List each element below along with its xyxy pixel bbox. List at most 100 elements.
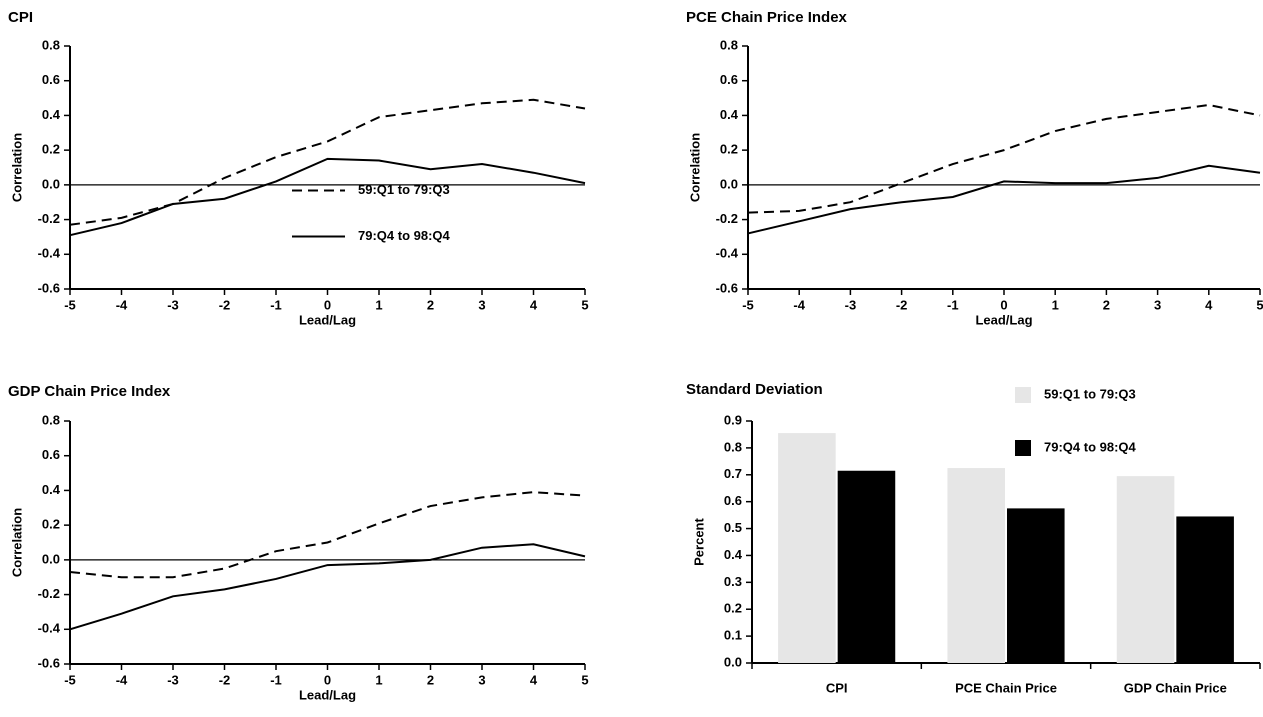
x-tick-label: 3 xyxy=(1154,297,1161,312)
x-tick-label: 5 xyxy=(581,672,588,687)
series-line xyxy=(69,157,586,237)
x-tick-label: PCE Chain Price xyxy=(955,680,1057,695)
x-tick-label: -5 xyxy=(64,297,76,312)
x-tick-label: -4 xyxy=(116,672,128,687)
y-tick-label: 0.6 xyxy=(724,493,742,508)
series-line xyxy=(69,491,586,579)
y-tick-label: 0.8 xyxy=(720,37,738,52)
x-tick-label: -5 xyxy=(742,297,754,312)
x-tick-label: -1 xyxy=(270,297,282,312)
x-tick-label: 0 xyxy=(324,672,331,687)
y-tick-label: 0.0 xyxy=(42,176,60,191)
legend-label: 79:Q4 to 98:Q4 xyxy=(358,228,451,243)
chart-title: PCE Chain Price Index xyxy=(686,9,848,26)
y-tick-label: 0.2 xyxy=(42,142,60,157)
series-line xyxy=(69,98,586,226)
legend-swatch xyxy=(1015,387,1031,403)
y-tick-label: 0.8 xyxy=(42,412,60,427)
x-tick-label: 1 xyxy=(375,672,382,687)
x-axis-label: Lead/Lag xyxy=(299,687,356,702)
y-tick-label: 0.4 xyxy=(724,547,743,562)
x-tick-label: -2 xyxy=(219,672,231,687)
x-tick-label: 5 xyxy=(1256,297,1263,312)
x-tick-label: 2 xyxy=(427,672,434,687)
y-tick-label: 0.2 xyxy=(720,142,738,157)
series-line xyxy=(747,104,1261,214)
y-tick-label: -0.6 xyxy=(38,655,60,670)
legend-label: 59:Q1 to 79:Q3 xyxy=(358,182,450,197)
x-tick-label: -3 xyxy=(167,672,179,687)
y-tick-label: 0.3 xyxy=(724,574,742,589)
x-tick-label: -3 xyxy=(845,297,857,312)
y-tick-label: 0.7 xyxy=(724,466,742,481)
y-tick-label: 0.2 xyxy=(42,517,60,532)
series-line xyxy=(69,543,586,631)
x-tick-label: 4 xyxy=(1205,297,1213,312)
legend-label: 59:Q1 to 79:Q3 xyxy=(1044,386,1136,401)
bar xyxy=(837,470,896,663)
x-tick-label: 3 xyxy=(478,297,485,312)
x-tick-label: -5 xyxy=(64,672,76,687)
y-tick-label: 0.8 xyxy=(724,439,742,454)
x-tick-label: -4 xyxy=(793,297,805,312)
bar xyxy=(1116,476,1175,663)
y-tick-label: -0.4 xyxy=(38,621,61,636)
y-tick-label: -0.2 xyxy=(38,586,60,601)
x-tick-label: 5 xyxy=(581,297,588,312)
y-tick-label: 0.6 xyxy=(42,447,60,462)
y-tick-label: -0.6 xyxy=(38,280,60,295)
x-tick-label: 2 xyxy=(1103,297,1110,312)
legend-label: 79:Q4 to 98:Q4 xyxy=(1044,439,1137,454)
x-tick-label: -4 xyxy=(116,297,128,312)
y-tick-label: 0.0 xyxy=(720,176,738,191)
x-tick-label: -3 xyxy=(167,297,179,312)
y-tick-label: -0.4 xyxy=(38,246,61,261)
chart-title: Standard Deviation xyxy=(686,381,823,398)
y-tick-label: 0.6 xyxy=(720,72,738,87)
x-tick-label: GDP Chain Price xyxy=(1124,680,1227,695)
y-axis-label: Percent xyxy=(691,517,706,565)
bar xyxy=(1176,516,1234,663)
x-tick-label: 0 xyxy=(1000,297,1007,312)
y-tick-label: 0.4 xyxy=(720,107,739,122)
y-tick-label: 0.2 xyxy=(724,601,742,616)
x-tick-label: -2 xyxy=(896,297,908,312)
x-tick-label: -2 xyxy=(219,297,231,312)
x-tick-label: 1 xyxy=(375,297,382,312)
x-tick-label: -1 xyxy=(270,672,282,687)
chart-title: GDP Chain Price Index xyxy=(8,383,171,400)
x-tick-label: -1 xyxy=(947,297,959,312)
series-line xyxy=(747,164,1261,235)
y-axis-label: Correlation xyxy=(9,508,24,577)
y-tick-label: -0.6 xyxy=(716,280,738,295)
y-tick-label: -0.4 xyxy=(716,246,739,261)
chart-title: CPI xyxy=(8,9,33,26)
y-tick-label: 0.4 xyxy=(42,482,61,497)
y-tick-label: 0.9 xyxy=(724,412,742,427)
bar xyxy=(778,433,836,663)
x-tick-label: 1 xyxy=(1052,297,1059,312)
x-tick-label: 3 xyxy=(478,672,485,687)
x-tick-label: 0 xyxy=(324,297,331,312)
x-axis-label: Lead/Lag xyxy=(299,312,356,327)
x-axis-label: Lead/Lag xyxy=(975,312,1032,327)
y-axis-label: Correlation xyxy=(9,133,24,202)
x-tick-label: 4 xyxy=(530,297,538,312)
y-tick-label: 0.0 xyxy=(724,654,742,669)
x-tick-label: CPI xyxy=(826,680,848,695)
y-tick-label: 0.5 xyxy=(724,520,742,535)
bar xyxy=(1007,508,1065,663)
y-tick-label: 0.8 xyxy=(42,37,60,52)
bar xyxy=(947,468,1005,663)
y-tick-label: 0.4 xyxy=(42,107,61,122)
y-tick-label: 0.1 xyxy=(724,628,742,643)
x-tick-label: 2 xyxy=(427,297,434,312)
y-tick-label: 0.6 xyxy=(42,72,60,87)
y-tick-label: -0.2 xyxy=(38,211,60,226)
y-tick-label: -0.2 xyxy=(716,211,738,226)
legend-swatch xyxy=(1015,440,1031,456)
y-tick-label: 0.0 xyxy=(42,551,60,566)
x-tick-label: 4 xyxy=(530,672,538,687)
y-axis-label: Correlation xyxy=(687,133,702,202)
